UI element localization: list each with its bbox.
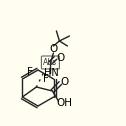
Text: OH: OH <box>56 98 72 108</box>
Text: Abs: Abs <box>43 58 57 67</box>
FancyBboxPatch shape <box>41 56 59 69</box>
Text: O: O <box>56 53 65 63</box>
Text: HN: HN <box>44 68 59 78</box>
Text: F: F <box>27 67 33 77</box>
Text: O: O <box>60 77 69 87</box>
Text: O: O <box>49 44 58 54</box>
Text: F: F <box>43 74 49 84</box>
